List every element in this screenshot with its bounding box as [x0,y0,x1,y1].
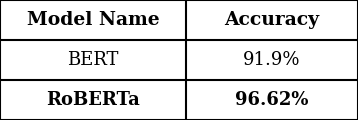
Text: 96.62%: 96.62% [235,91,309,109]
Text: 91.9%: 91.9% [243,51,301,69]
Text: Accuracy: Accuracy [224,11,320,29]
Text: RoBERTa: RoBERTa [46,91,140,109]
Text: BERT: BERT [67,51,119,69]
Text: Model Name: Model Name [27,11,159,29]
